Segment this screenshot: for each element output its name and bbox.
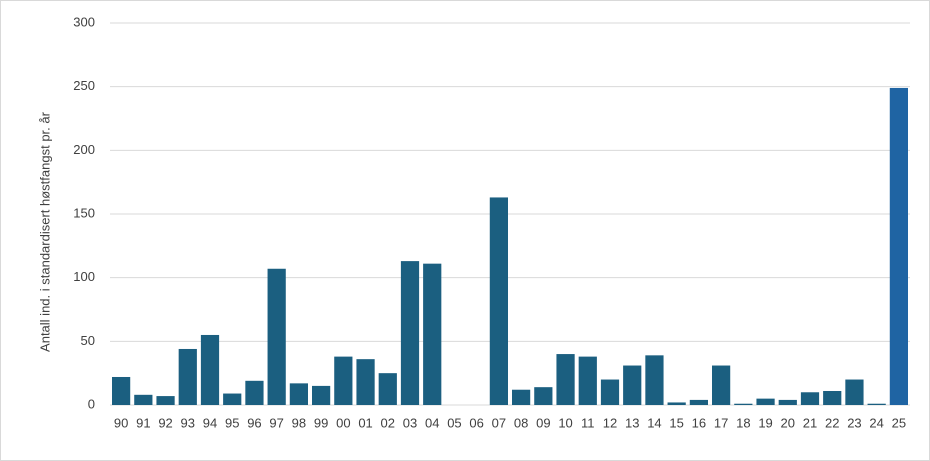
x-tick-label: 16 [692,415,706,430]
x-tick-label: 14 [647,415,661,430]
x-tick-label: 00 [336,415,350,430]
bar [867,403,886,405]
x-tick-label: 18 [736,415,750,430]
x-tick-label: 10 [558,415,572,430]
y-tick-label: 150 [73,205,95,220]
x-tick-label: 09 [536,415,550,430]
x-tick-label: 03 [403,415,417,430]
x-tick-label: 92 [158,415,172,430]
x-tick-label: 08 [514,415,528,430]
bar [600,379,620,405]
bar [267,268,286,405]
bar [534,387,553,405]
y-tick-label: 0 [88,396,95,411]
x-tick-label: 20 [781,415,795,430]
bar [334,356,353,405]
bar [289,383,308,405]
bar [823,390,842,405]
bar [156,396,175,405]
bar [245,380,264,405]
y-tick-label: 100 [73,269,95,284]
x-tick-label: 99 [314,415,328,430]
bar [778,399,797,405]
y-tick-label: 200 [73,142,95,157]
x-tick-label: 93 [181,415,195,430]
bar [134,394,153,405]
bar [112,376,131,405]
bar [423,263,442,405]
y-tick-label: 300 [73,14,95,29]
x-tick-label: 21 [803,415,817,430]
x-tick-label: 17 [714,415,728,430]
bar [889,87,908,405]
x-tick-label: 96 [247,415,261,430]
bar [800,392,820,405]
bar [756,398,775,405]
x-tick-label: 23 [847,415,861,430]
bar [712,365,731,405]
x-tick-label: 11 [581,415,595,430]
bar [489,197,508,405]
x-tick-label: 94 [203,415,217,430]
bar [512,389,531,405]
bar [400,261,420,405]
x-tick-label: 90 [114,415,128,430]
y-tick-label: 250 [73,78,95,93]
bar [556,354,575,405]
x-tick-label: 04 [425,415,439,430]
x-tick-label: 02 [381,415,395,430]
bar [356,359,375,405]
y-axis-label: Antall ind. i standardisert høstfangst p… [37,111,52,352]
x-tick-label: 19 [758,415,772,430]
x-tick-label: 22 [825,415,839,430]
bar [223,393,242,405]
x-tick-label: 91 [136,415,150,430]
x-tick-label: 07 [492,415,506,430]
bar [623,365,642,405]
bar [845,379,864,405]
x-tick-label: 24 [869,415,883,430]
y-tick-label: 50 [81,333,95,348]
x-tick-label: 15 [669,415,683,430]
x-tick-label: 06 [469,415,483,430]
x-tick-label: 05 [447,415,461,430]
bar [645,355,664,405]
bar [312,385,331,405]
bar [578,356,597,405]
x-tick-label: 12 [603,415,617,430]
x-tick-label: 97 [269,415,283,430]
bar [667,402,686,405]
bar [178,348,197,405]
x-tick-label: 13 [625,415,639,430]
x-tick-label: 25 [892,415,906,430]
bar [734,403,753,405]
bar [378,373,397,405]
bar [200,334,220,405]
x-tick-label: 01 [358,415,372,430]
x-tick-label: 95 [225,415,239,430]
x-tick-label: 98 [292,415,306,430]
bar [689,399,708,405]
